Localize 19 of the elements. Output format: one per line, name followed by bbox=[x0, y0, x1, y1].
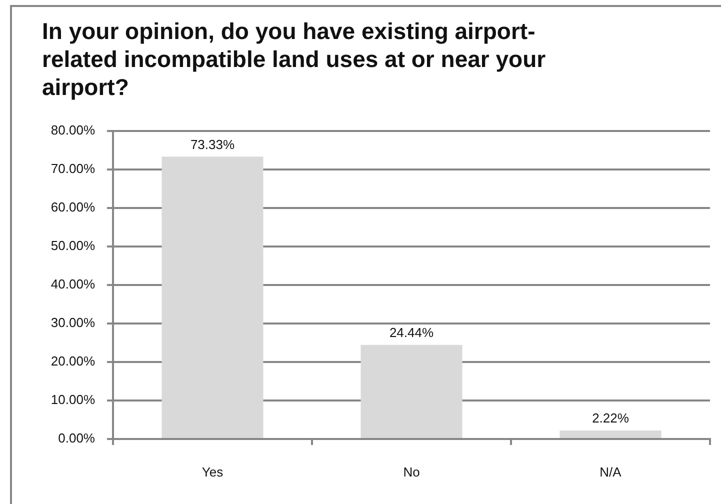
x-tick-label: No bbox=[403, 464, 420, 480]
y-tick-label: 60.00% bbox=[50, 200, 96, 215]
y-tick-label: 0.00% bbox=[58, 430, 96, 446]
x-tick-label: Yes bbox=[202, 464, 224, 480]
y-tick-label: 20.00% bbox=[50, 354, 96, 369]
y-tick-label: 50.00% bbox=[50, 238, 96, 254]
bar bbox=[560, 430, 662, 438]
y-tick-label: 30.00% bbox=[50, 315, 96, 330]
data-label: 2.22% bbox=[592, 410, 630, 426]
data-label: 73.33% bbox=[190, 136, 235, 152]
bar bbox=[360, 344, 462, 438]
chart-title: In your opinion, do you have existing airport-related incompatible land uses at or near your airport? bbox=[42, 17, 547, 101]
y-tick-label: 80.00% bbox=[50, 122, 96, 138]
y-tick-label: 10.00% bbox=[50, 392, 96, 408]
data-label: 24.44% bbox=[389, 324, 434, 340]
x-tick-label: N/A bbox=[600, 464, 622, 480]
y-tick-label: 70.00% bbox=[50, 161, 96, 176]
y-tick-label: 40.00% bbox=[50, 276, 96, 292]
bar bbox=[162, 156, 264, 438]
